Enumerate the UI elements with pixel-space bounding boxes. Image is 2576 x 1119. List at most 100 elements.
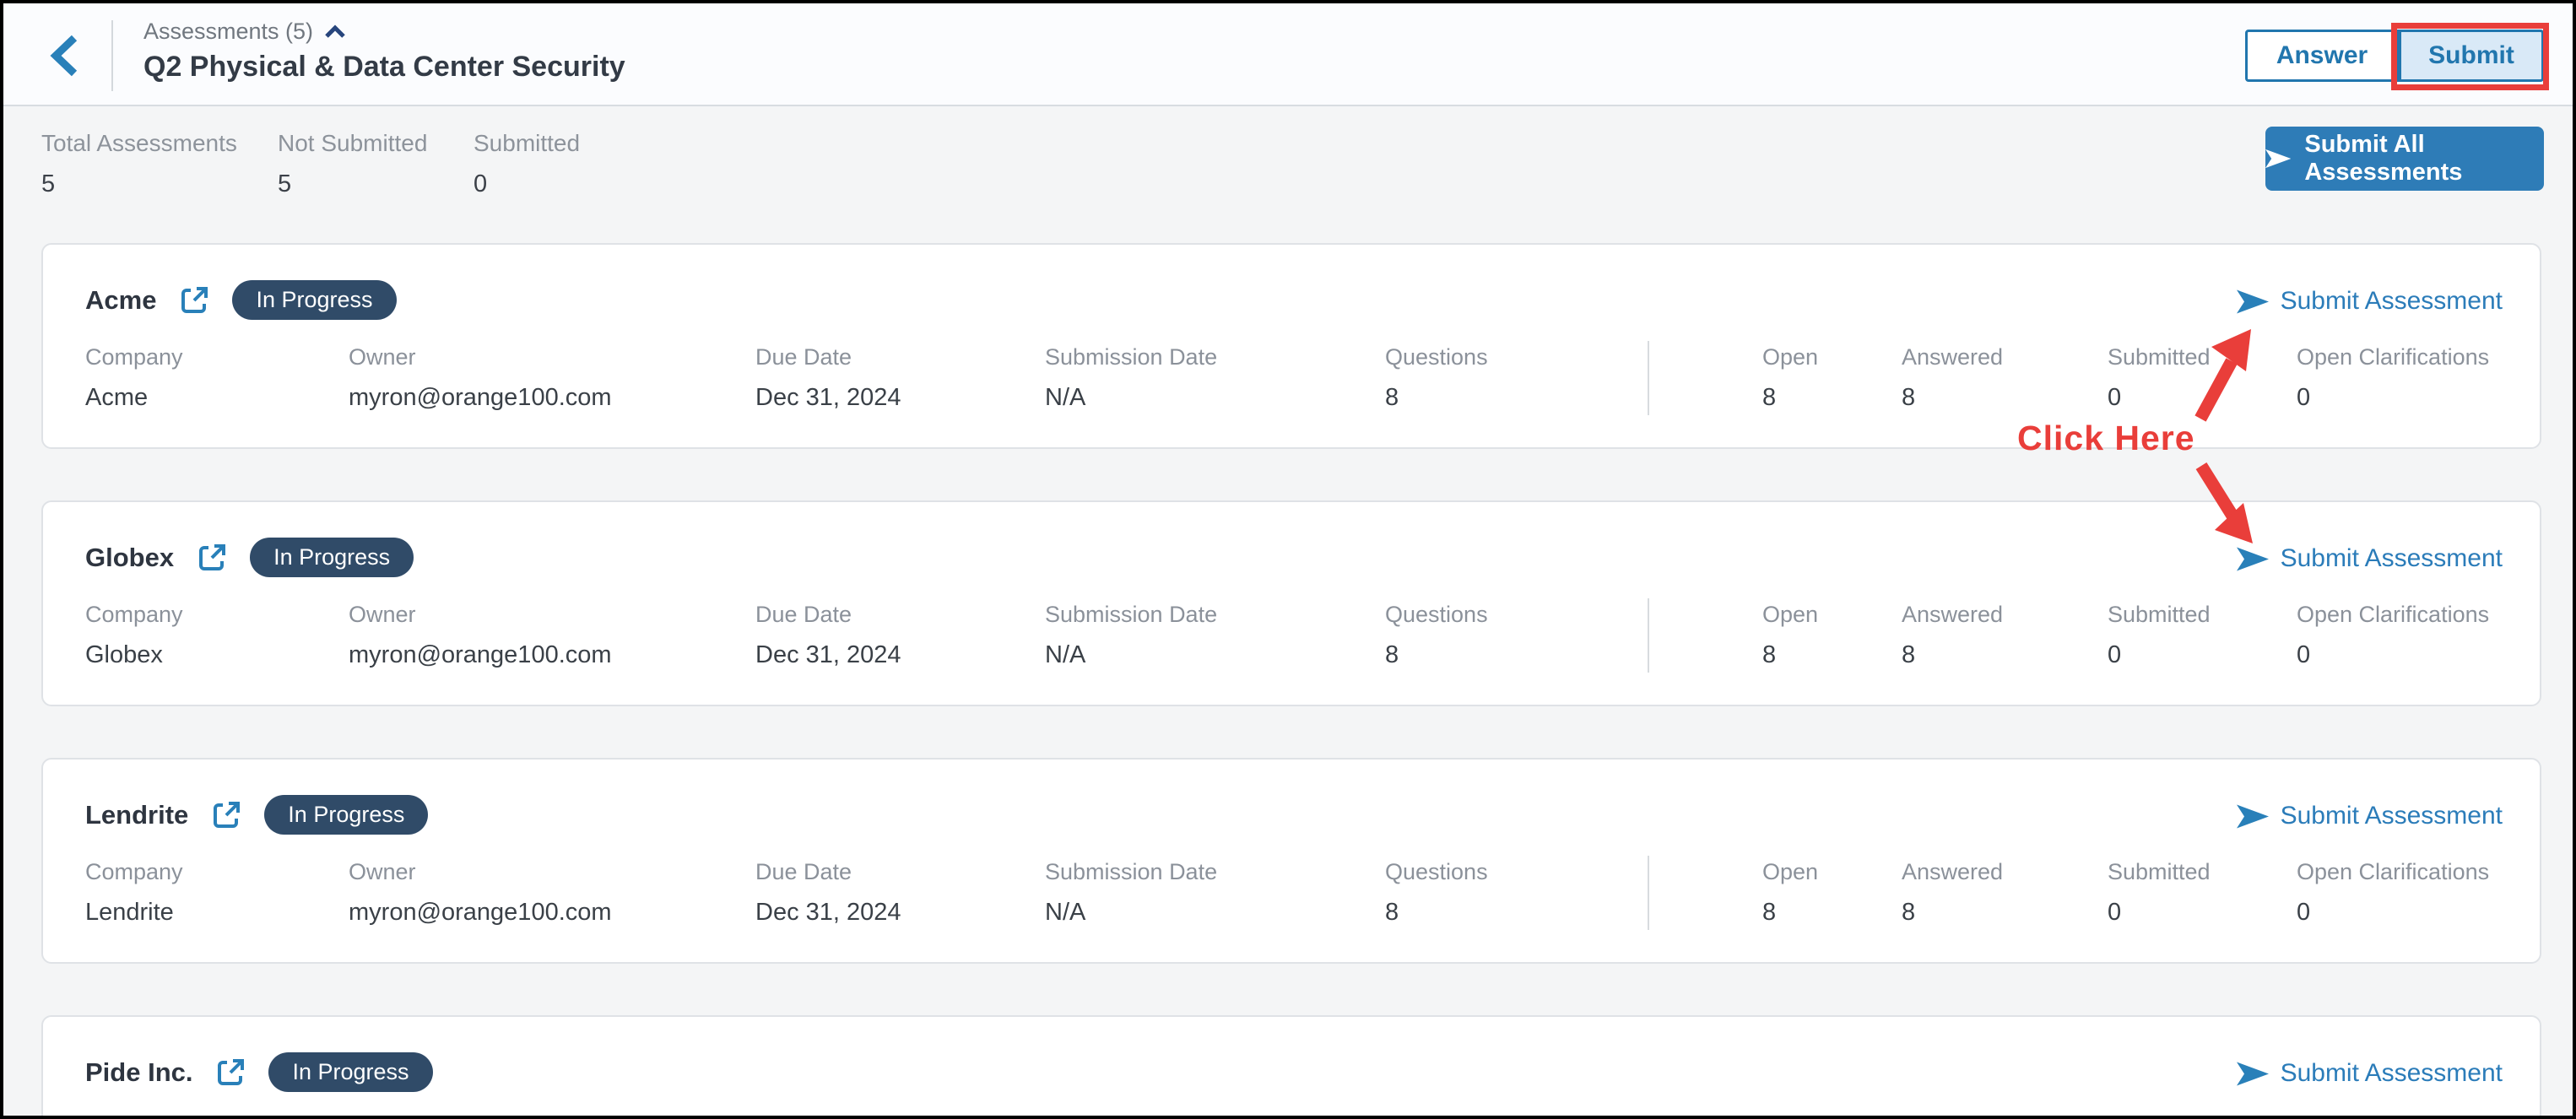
field-value: 0	[2108, 899, 2122, 926]
card-header: Acme In Progress	[85, 280, 397, 320]
field-due-date: Due Date Dec 31, 2024	[755, 344, 901, 412]
field-value: 8	[1762, 384, 1777, 411]
external-link-icon[interactable]	[178, 284, 210, 316]
field-label: Owner	[349, 344, 416, 370]
field-answered: Answered 8	[1902, 859, 2003, 927]
field-label: Submission Date	[1045, 602, 1218, 627]
field-value: myron@orange100.com	[349, 641, 612, 668]
submit-assessment-label: Submit Assessment	[2280, 287, 2503, 315]
send-arrow-icon	[2236, 547, 2269, 570]
submit-assessment-link[interactable]: Submit Assessment	[2236, 287, 2503, 316]
field-value: Acme	[85, 384, 149, 411]
answer-button[interactable]: Answer	[2245, 30, 2399, 82]
external-link-icon[interactable]	[210, 799, 242, 831]
stat-label: Total Assessments	[41, 130, 237, 156]
submit-button[interactable]: Submit	[2399, 30, 2544, 82]
field-value: myron@orange100.com	[349, 899, 612, 926]
submit-assessment-link[interactable]: Submit Assessment	[2236, 544, 2503, 573]
stat-value: 0	[474, 170, 488, 197]
card-column-divider	[1648, 856, 1649, 930]
field-value: 0	[2297, 384, 2311, 411]
field-value: N/A	[1045, 384, 1086, 411]
field-label: Due Date	[755, 344, 852, 370]
field-owner: Owner myron@orange100.com	[349, 344, 612, 412]
field-open-clarifications: Open Clarifications 0	[2297, 859, 2489, 927]
field-value: 8	[1385, 384, 1399, 411]
field-label: Submitted	[2108, 859, 2211, 884]
field-label: Company	[85, 859, 183, 884]
field-value: Lendrite	[85, 899, 174, 926]
field-submitted: Submitted 0	[2108, 602, 2211, 669]
submit-assessment-link[interactable]: Submit Assessment	[2236, 802, 2503, 830]
field-value: Dec 31, 2024	[755, 899, 901, 926]
field-value: 8	[1902, 899, 1916, 926]
field-value: Dec 31, 2024	[755, 384, 901, 411]
field-value: Globex	[85, 641, 163, 668]
submit-assessment-link[interactable]: Submit Assessment	[2236, 1059, 2503, 1088]
field-open: Open 8	[1762, 859, 1818, 927]
field-label: Questions	[1385, 602, 1488, 627]
field-value: 0	[2297, 641, 2311, 668]
stat-label: Not Submitted	[278, 130, 428, 156]
field-value: 8	[1902, 384, 1916, 411]
field-submitted: Submitted 0	[2108, 859, 2211, 927]
field-company: Company Acme	[85, 344, 183, 412]
send-arrow-icon	[2265, 149, 2292, 169]
chevron-up-icon[interactable]	[323, 24, 347, 40]
field-label: Open	[1762, 859, 1819, 884]
send-arrow-icon	[2236, 1062, 2269, 1085]
assessment-card: Pide Inc. In Progress Submit Assessment	[41, 1015, 2541, 1116]
field-owner: Owner myron@orange100.com	[349, 859, 612, 927]
field-label: Submission Date	[1045, 344, 1218, 370]
stat-value: 5	[278, 170, 292, 197]
header-divider	[111, 20, 113, 91]
field-answered: Answered 8	[1902, 344, 2003, 412]
field-questions: Questions 8	[1385, 602, 1488, 669]
field-value: 8	[1902, 641, 1916, 668]
field-label: Owner	[349, 602, 416, 627]
back-icon[interactable]	[46, 34, 83, 78]
stat-value: 5	[41, 170, 56, 197]
company-name: Globex	[85, 542, 175, 572]
field-owner: Owner myron@orange100.com	[349, 602, 612, 669]
submit-assessment-label: Submit Assessment	[2280, 544, 2503, 572]
page-header: Assessments (5) Q2 Physical & Data Cente…	[3, 3, 2573, 106]
field-label: Owner	[349, 859, 416, 884]
card-header: Globex In Progress	[85, 538, 414, 577]
company-name: Pide Inc.	[85, 1057, 193, 1087]
field-label: Answered	[1902, 344, 2004, 370]
field-value: 8	[1762, 899, 1777, 926]
field-label: Questions	[1385, 344, 1488, 370]
field-label: Answered	[1902, 859, 2004, 884]
field-due-date: Due Date Dec 31, 2024	[755, 602, 901, 669]
field-questions: Questions 8	[1385, 344, 1488, 412]
field-value: N/A	[1045, 641, 1086, 668]
submit-all-assessments-button[interactable]: Submit All Assessments	[2265, 127, 2544, 191]
assessment-card: Globex In Progress Submit Assessment Com…	[41, 500, 2541, 706]
external-link-icon[interactable]	[196, 542, 228, 574]
field-label: Open Clarifications	[2297, 344, 2490, 370]
field-value: Dec 31, 2024	[755, 641, 901, 668]
field-value: N/A	[1045, 899, 1086, 926]
field-label: Open Clarifications	[2297, 859, 2490, 884]
field-open: Open 8	[1762, 602, 1818, 669]
send-arrow-icon	[2236, 289, 2269, 313]
field-open-clarifications: Open Clarifications 0	[2297, 344, 2489, 412]
field-questions: Questions 8	[1385, 859, 1488, 927]
field-company: Company Lendrite	[85, 859, 183, 927]
field-label: Open Clarifications	[2297, 602, 2490, 627]
field-submitted: Submitted 0	[2108, 344, 2211, 412]
submit-assessment-label: Submit Assessment	[2280, 802, 2503, 830]
external-link-icon[interactable]	[214, 1057, 246, 1089]
field-label: Submitted	[2108, 344, 2211, 370]
assessment-card: Acme In Progress Submit Assessment Compa…	[41, 243, 2541, 449]
breadcrumb[interactable]: Assessments (5)	[143, 19, 347, 45]
submit-assessment-label: Submit Assessment	[2280, 1059, 2503, 1087]
field-company: Company Globex	[85, 602, 183, 669]
card-header: Pide Inc. In Progress	[85, 1052, 433, 1092]
card-header: Lendrite In Progress	[85, 795, 429, 835]
field-submission-date: Submission Date N/A	[1045, 344, 1217, 412]
company-name: Lendrite	[85, 799, 189, 830]
company-name: Acme	[85, 284, 157, 315]
